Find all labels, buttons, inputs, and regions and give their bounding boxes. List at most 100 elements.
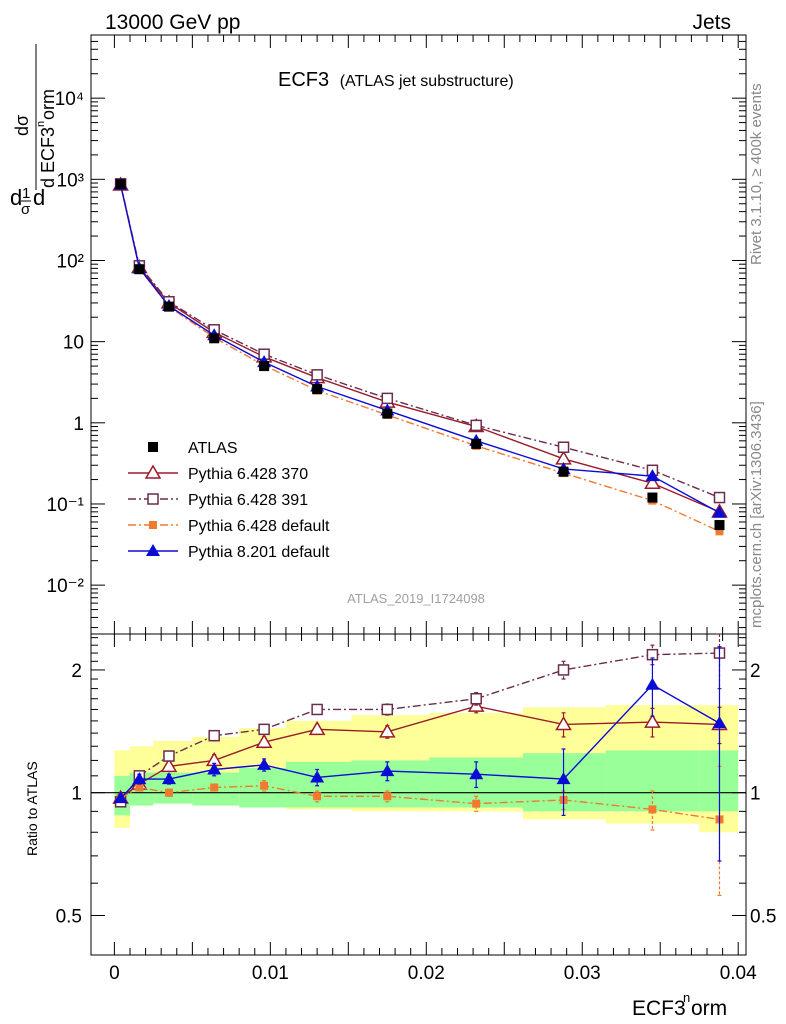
ratio-data-point [648,805,657,814]
jets-label: Jets [692,11,731,34]
x-tick-label: 0.03 [564,963,601,984]
main-panel: ECF3 (ATLAS jet substructure) ATLAS_2019… [10,34,747,635]
ratio-data-point [470,692,482,705]
ratio-data-point [379,723,396,738]
x-tick-label: 0.02 [408,963,445,984]
main-data-point [134,264,145,275]
legend-label: ATLAS [188,440,238,457]
y-label-1: d [10,185,22,210]
ratio-frame [90,633,747,956]
ratio-data-point [555,715,572,731]
ratio-data-point [645,677,660,690]
main-data-point [713,491,726,504]
chart-title-sub: (ATLAS jet substructure) [340,73,514,90]
y-label-decf-orm: orm [38,89,58,120]
energy-label: 13000 GeV pp [105,11,240,34]
legend: ATLAS Pythia 6.428 370 Pythia 6.428 391 Pyt… [128,440,330,561]
main-data-point [312,384,323,395]
legend-marker [147,493,159,505]
legend-marker [144,464,162,479]
x-axis-title: ECF3 n orm [632,990,727,1020]
analysis-id: ATLAS_2019_I1724098 [347,591,485,606]
ratio-data-point [712,716,727,729]
chart-title: ECF3 (ATLAS jet substructure) [278,69,514,91]
legend-label: Pythia 8.201 default [188,544,330,561]
legend-marker [149,521,157,529]
ratio-data-point [163,750,175,762]
ratio-band-stat [699,750,739,812]
main-data-point [471,438,482,449]
main-data-point [715,527,724,536]
ratio-data-point [383,792,392,801]
chart-title-main: ECF3 [278,69,329,91]
legend-marker [148,442,158,452]
main-y-tick-label: 10 [63,333,84,354]
main-y-tick-label: 10⁴ [55,89,84,110]
main-series-line [119,184,720,514]
legend-marker [146,544,160,556]
main-data-point [714,520,725,531]
main-y-tick-label: 1 [73,414,84,435]
ratio-data-point [308,720,326,736]
legend-label: Pythia 6.428 391 [188,492,308,509]
legend-label: Pythia 6.428 370 [188,466,308,483]
ratio-data-point [207,762,222,775]
ratio-band-stat [153,772,193,804]
ratio-data-point [210,783,219,792]
ratio-data-point [255,733,273,748]
main-series-line [119,183,720,499]
ratio-band-stat [285,761,352,808]
ratio-data-point [644,713,661,728]
y-label-2: 1 [22,185,30,202]
main-y-axis-label: d 1 σ d dσ d ECF3 n orm [10,44,58,218]
ratio-data-point [260,781,269,790]
main-y-tick-label: 10³ [57,170,84,191]
y-label-decf-sup: n [35,121,47,127]
main-data-point [712,505,727,518]
x-axis-title-sup: n [683,990,690,1005]
ratio-y-tick-label-right: 1 [750,784,761,805]
y-label-4: d [33,185,45,210]
mcplots-label: mcplots.cern.ch [arXiv:1306.3436] [748,401,765,628]
ratio-data-point [557,664,570,676]
ratio-y-tick-label: 0.5 [56,906,82,927]
ratio-data-point [310,770,325,783]
ratio-data-point [132,772,147,785]
main-data-point [209,333,220,344]
x-tick-label: 0.04 [720,963,757,984]
main-series-line [119,184,720,513]
ratio-data-point [161,772,176,785]
ratio-y-label: Ratio to ATLAS [24,761,40,856]
ratio-data-point [381,703,394,716]
main-data-point [311,369,323,381]
main-y-tick-label: 10⁻² [47,576,85,597]
ratio-band-stat [351,760,430,808]
main-data-point [259,361,270,372]
ratio-y-tick-label-right: 0.5 [750,906,776,927]
main-data-point [115,179,126,190]
ratio-data-point [313,792,322,801]
x-axis-title-orm: orm [691,997,727,1020]
main-data-point [163,301,174,312]
legend-label: Pythia 6.428 default [188,518,330,535]
ratio-data-point [135,783,144,792]
main-data-point [647,492,658,503]
ratio-y-tick-label-right: 2 [750,661,761,682]
main-y-tick-label: 10⁻¹ [47,495,85,516]
main-y-tick-label: 10² [57,251,84,272]
x-axis-title-main: ECF3 [632,997,686,1020]
main-data-point [381,392,394,405]
x-tick-label: 0.01 [252,963,289,984]
ratio-data-point [208,729,220,742]
rivet-label: Rivet 3.1.10, ≥ 400k events [748,83,765,265]
main-data-point [470,419,482,432]
main-data-point [558,466,569,477]
main-data-point [382,408,393,419]
ratio-data-point [469,767,484,780]
y-label-3: σ [21,201,31,218]
x-tick-label: 0 [109,963,120,984]
ratio-data-point [556,772,571,785]
main-data-point [645,469,660,482]
ratio-panel: Ratio to ATLAS ECF3 n orm 0 0.01 0.02 0.03 0… [24,633,776,1020]
